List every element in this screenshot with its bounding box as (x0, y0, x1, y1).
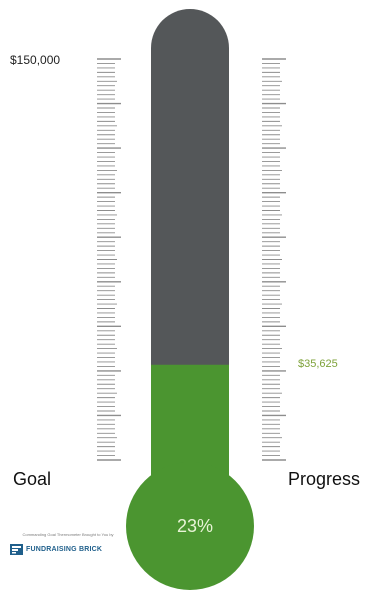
thermometer-bulb (126, 462, 254, 590)
goal-label: Goal (13, 469, 52, 489)
goal-amount: $150,000 (10, 53, 61, 67)
brand-name: FUNDRAISING BRICK (26, 546, 103, 553)
progress-amount: $35,625 (298, 358, 338, 370)
brick-logo-icon (10, 544, 23, 555)
brand-tagline: Commanding Goal Thermometer Brought to Y… (22, 532, 114, 537)
brand-block: Commanding Goal Thermometer Brought to Y… (10, 532, 128, 555)
goal-scale-ticks (97, 58, 121, 461)
progress-scale-ticks (262, 58, 286, 461)
brand-row: FUNDRAISING BRICK (10, 544, 128, 555)
progress-label: Progress (288, 469, 361, 489)
thermometer-tube-empty (151, 9, 229, 469)
progress-percent: 23% (176, 516, 214, 536)
